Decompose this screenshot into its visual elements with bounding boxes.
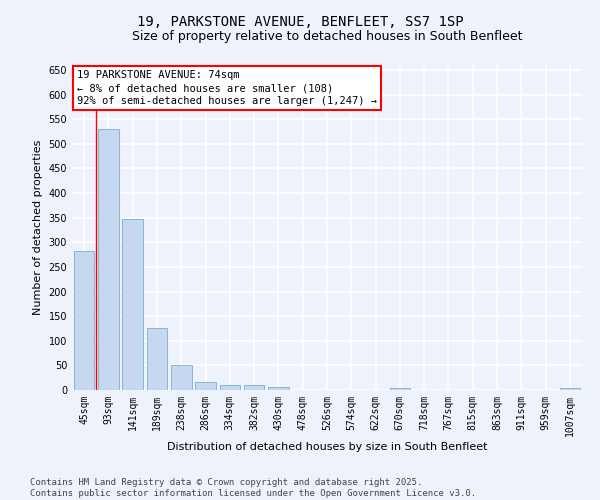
- Bar: [244, 384, 265, 390]
- Bar: [98, 129, 119, 390]
- Text: 19 PARKSTONE AVENUE: 74sqm
← 8% of detached houses are smaller (108)
92% of semi: 19 PARKSTONE AVENUE: 74sqm ← 8% of detac…: [77, 70, 377, 106]
- Bar: [268, 386, 289, 390]
- Bar: [74, 250, 94, 390]
- Bar: [122, 218, 143, 390]
- Bar: [220, 384, 240, 390]
- Text: 19, PARKSTONE AVENUE, BENFLEET, SS7 1SP: 19, PARKSTONE AVENUE, BENFLEET, SS7 1SP: [137, 15, 463, 29]
- Bar: [195, 382, 216, 390]
- Y-axis label: Number of detached properties: Number of detached properties: [33, 140, 43, 315]
- Title: Size of property relative to detached houses in South Benfleet: Size of property relative to detached ho…: [132, 30, 522, 43]
- Bar: [146, 328, 167, 390]
- Text: Contains HM Land Registry data © Crown copyright and database right 2025.
Contai: Contains HM Land Registry data © Crown c…: [30, 478, 476, 498]
- X-axis label: Distribution of detached houses by size in South Benfleet: Distribution of detached houses by size …: [167, 442, 487, 452]
- Bar: [389, 388, 410, 390]
- Bar: [171, 366, 191, 390]
- Bar: [560, 388, 580, 390]
